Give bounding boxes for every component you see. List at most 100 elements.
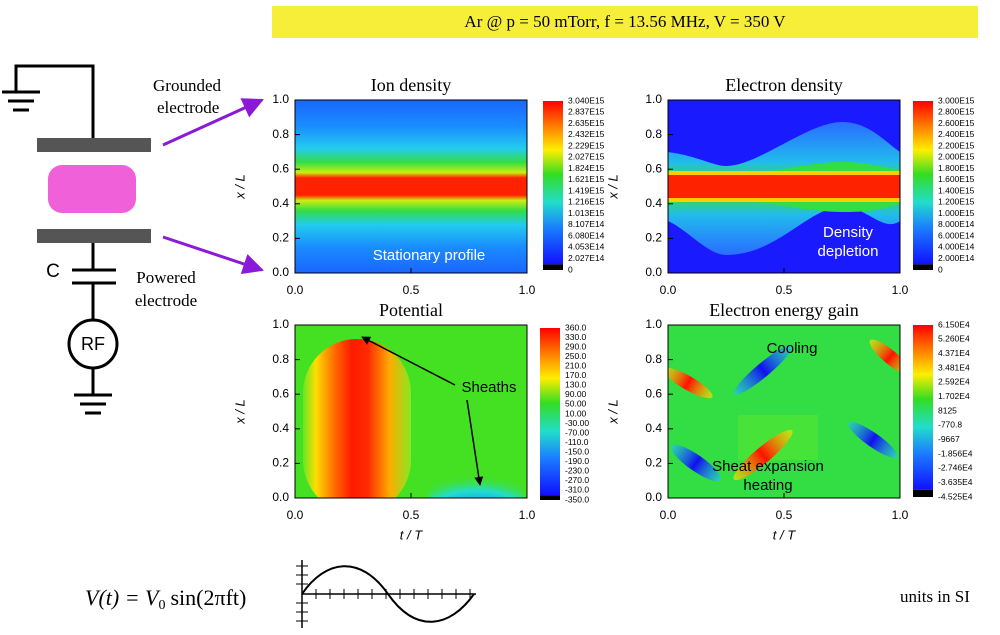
y-tick-label: 0.6 bbox=[272, 386, 289, 400]
y-tick-label: 0.8 bbox=[272, 352, 289, 366]
equation-sub: 0 bbox=[159, 598, 166, 613]
annotation-arrow bbox=[361, 336, 456, 386]
x-tick-label: 1.0 bbox=[892, 508, 909, 522]
arrow bbox=[162, 235, 264, 274]
annotation: Sheat expansion bbox=[712, 458, 824, 475]
colorbar-label: 2.000E14 bbox=[938, 253, 975, 263]
y-tick-label: 0.2 bbox=[272, 456, 289, 470]
header-title: Ar @ p = 50 mTorr, f = 13.56 MHz, V = 35… bbox=[464, 12, 786, 31]
x-axis-label: t / T bbox=[400, 527, 423, 542]
colorbar-floor bbox=[543, 264, 563, 270]
colorbar-label: 290.0 bbox=[565, 341, 587, 351]
colorbar-label: 2.837E15 bbox=[568, 107, 605, 117]
colorbar-label: 10.00 bbox=[565, 408, 587, 418]
y-tick-label: 0.4 bbox=[645, 421, 662, 435]
colorbar-label: 2.400E15 bbox=[938, 129, 975, 139]
colorbar-label: -270.0 bbox=[565, 475, 589, 485]
colorbar-label: -2.746E4 bbox=[938, 463, 973, 473]
panel-title: Electron density bbox=[725, 75, 842, 95]
potential-field bbox=[295, 325, 527, 498]
colorbar-label: 1.800E15 bbox=[938, 163, 975, 173]
colorbar-label: 6.150E4 bbox=[938, 319, 970, 329]
y-axis-label: x / L bbox=[232, 174, 247, 200]
grounded-electrode bbox=[37, 138, 151, 152]
colorbar-label: 90.00 bbox=[565, 389, 587, 399]
colorbar-label: 1.013E15 bbox=[568, 208, 605, 218]
colorbar-label: -70.00 bbox=[565, 427, 589, 437]
colorbar-label: 130.0 bbox=[565, 380, 587, 390]
y-tick-label: 0.2 bbox=[645, 456, 662, 470]
colorbar-floor bbox=[913, 489, 933, 497]
reactor-diagram bbox=[2, 64, 119, 415]
x-tick-label: 0.0 bbox=[287, 283, 304, 297]
annotation: depletion bbox=[818, 243, 879, 260]
x-axis-label: t / T bbox=[773, 527, 796, 542]
powered-electrode bbox=[37, 229, 151, 243]
colorbar-label: 0 bbox=[938, 264, 943, 274]
colorbar-label: 2.229E15 bbox=[568, 140, 605, 150]
colorbar-label: 2.027E15 bbox=[568, 152, 605, 162]
panel-title: Electron energy gain bbox=[709, 300, 859, 320]
equation-lhs: V(t) = V bbox=[85, 585, 161, 610]
colorbar-label: 1.400E15 bbox=[938, 185, 975, 195]
y-axis-label: x / L bbox=[232, 399, 247, 425]
colorbar-label: 8.107E14 bbox=[568, 219, 605, 229]
colorbar-label: 1.600E15 bbox=[938, 174, 975, 184]
colorbar-label: 250.0 bbox=[565, 351, 587, 361]
colorbar bbox=[913, 325, 933, 490]
colorbar-label: 210.0 bbox=[565, 360, 587, 370]
colorbar-label: 2.200E15 bbox=[938, 140, 975, 150]
colorbar bbox=[540, 328, 560, 496]
x-tick-label: 0.5 bbox=[403, 283, 420, 297]
colorbar-label: 6.000E14 bbox=[938, 230, 975, 240]
colorbar-label: 360.0 bbox=[565, 322, 587, 332]
x-tick-label: 0.0 bbox=[287, 508, 304, 522]
x-tick-label: 0.0 bbox=[660, 508, 677, 522]
colorbar-label: 6.080E14 bbox=[568, 230, 605, 240]
colorbar-label: 1.000E15 bbox=[938, 208, 975, 218]
y-tick-label: 1.0 bbox=[272, 92, 289, 106]
powered-label: electrode bbox=[135, 291, 197, 310]
annotation: Density bbox=[823, 224, 874, 241]
y-tick-label: 0.6 bbox=[645, 386, 662, 400]
annotation: Stationary profile bbox=[373, 247, 486, 264]
annotation-arrow bbox=[466, 399, 484, 486]
y-tick-label: 1.0 bbox=[645, 92, 662, 106]
arrow bbox=[162, 98, 264, 147]
colorbar-label: 2.800E15 bbox=[938, 107, 975, 117]
source-label: RF bbox=[81, 334, 105, 354]
y-tick-label: 1.0 bbox=[272, 317, 289, 331]
colorbar-label: 3.000E15 bbox=[938, 95, 975, 105]
y-tick-label: 0.0 bbox=[645, 265, 662, 279]
x-tick-label: 1.0 bbox=[519, 508, 536, 522]
y-axis-label: x / L bbox=[605, 174, 620, 200]
x-tick-label: 0.5 bbox=[403, 508, 420, 522]
panel-title: Potential bbox=[379, 300, 443, 320]
colorbar-label: 1.200E15 bbox=[938, 197, 975, 207]
colorbar-label: 0 bbox=[568, 264, 573, 274]
colorbar-label: -4.525E4 bbox=[938, 491, 973, 501]
colorbar-label: 3.040E15 bbox=[568, 95, 605, 105]
capacitor-label: C bbox=[46, 261, 60, 282]
colorbar-label: -190.0 bbox=[565, 456, 589, 466]
colorbar-floor bbox=[913, 264, 933, 270]
y-tick-label: 0.2 bbox=[272, 231, 289, 245]
equation-rhs: sin(2πft) bbox=[171, 585, 247, 610]
equation: V(t) = V0 sin(2πft) bbox=[85, 585, 246, 613]
y-tick-label: 0.0 bbox=[272, 265, 289, 279]
y-tick-label: 0.8 bbox=[272, 127, 289, 141]
plasma bbox=[48, 165, 136, 213]
colorbar-label: 330.0 bbox=[565, 332, 587, 342]
colorbar-label: 1.824E15 bbox=[568, 163, 605, 173]
colorbar-label: 1.419E15 bbox=[568, 185, 605, 195]
x-tick-label: 1.0 bbox=[892, 283, 909, 297]
colorbar-label: 50.00 bbox=[565, 399, 587, 409]
y-tick-label: 0.0 bbox=[645, 490, 662, 504]
colorbar-label: 2.027E14 bbox=[568, 253, 605, 263]
colorbar-label: 4.000E14 bbox=[938, 242, 975, 252]
colorbar-label: 170.0 bbox=[565, 370, 587, 380]
colorbar-label: -9667 bbox=[938, 434, 960, 444]
colorbar-label: 8125 bbox=[938, 405, 957, 415]
x-tick-label: 0.5 bbox=[776, 283, 793, 297]
